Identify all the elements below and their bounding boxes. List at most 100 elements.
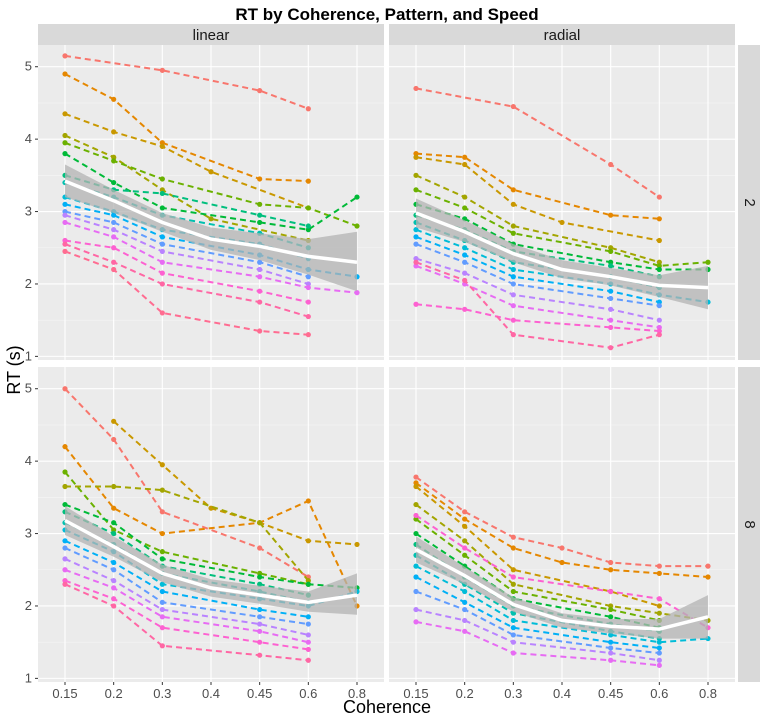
data-point [413,501,419,508]
panel-linear-2: 1 2 3 4 5 [25,45,384,363]
data-point [656,610,662,616]
series-line [65,485,310,582]
data-point [159,259,165,265]
data-point [413,256,419,262]
data-point [510,632,516,638]
data-point [462,509,468,515]
data-point [510,223,516,229]
smooth-line [415,547,709,631]
data-point [608,588,614,595]
data-point [413,474,419,480]
x-tick-label: 0.2 [456,686,474,701]
y-tick-label: 1 [25,348,32,363]
chart-title: RT by Coherence, Pattern, and Speed [235,5,538,24]
data-point [656,299,662,305]
data-point [656,570,662,576]
data-point [159,140,165,146]
y-axis-title: RT (s) [4,345,24,394]
x-tick-label: 0.4 [202,686,220,701]
data-point [413,588,419,595]
data-point [608,639,614,645]
data-point [305,621,311,627]
data-point [656,650,662,656]
data-point [257,621,263,627]
data-point [462,270,468,276]
data-point [111,505,117,511]
y-tick-label: 3 [25,526,32,541]
data-point [111,559,117,566]
strip-col-label: linear [193,27,230,44]
data-point [510,639,516,645]
data-point [413,530,419,537]
data-point [608,288,614,294]
data-point [510,545,516,551]
data-point [413,234,419,240]
data-point [510,230,516,236]
data-point [608,248,614,254]
data-point [413,301,419,307]
data-point [559,545,565,551]
data-point [62,501,68,508]
data-point [111,520,117,526]
data-point [111,219,117,226]
x-tick-label: 0.45 [598,686,623,701]
data-point [656,596,662,602]
data-point [111,227,117,233]
x-tick-label: 0.45 [247,686,272,701]
data-point [413,85,419,92]
data-point [62,53,68,59]
series-line [64,446,358,607]
data-point [257,266,263,273]
data-point [462,161,468,168]
data-point [608,614,614,620]
data-point [159,281,165,287]
data-point [111,129,117,135]
data-point [111,527,117,533]
data-point [510,534,516,540]
data-point [305,106,311,112]
data-point [510,574,516,580]
data-point [413,259,419,265]
x-tick-label: 0.4 [553,686,571,701]
data-point [111,234,117,240]
x-tick-label: 0.6 [650,686,668,701]
data-point [510,281,516,287]
data-point [462,245,468,251]
data-point [257,212,263,218]
data-point [159,310,165,316]
data-point [510,274,516,280]
y-tick-label: 4 [25,453,32,468]
data-point [305,205,311,211]
data-point [510,625,516,631]
x-axis-title: Coherence [343,697,431,717]
data-point [656,657,662,663]
data-point [305,313,311,320]
data-point [159,241,165,247]
strip-row-bg [738,367,760,682]
data-point [305,332,311,338]
data-point [257,520,263,526]
x-tick-label: 0.15 [403,686,428,701]
data-point [305,178,311,184]
data-point [510,581,516,587]
data-point [159,599,165,605]
data-point [62,201,68,207]
strip-row-label: 8 [741,520,758,528]
series-line [64,221,358,294]
data-point [705,259,711,265]
y-tick-label: 4 [25,131,32,146]
data-point [462,516,468,522]
data-point [462,606,468,613]
data-point [608,345,614,351]
x-tick-label: 0.3 [153,686,171,701]
data-point [257,176,263,182]
data-point [159,205,165,211]
data-point [305,538,311,544]
data-point [159,176,165,182]
data-point [62,219,68,226]
data-point [608,650,614,656]
data-point [62,248,68,254]
data-point [413,480,419,486]
data-point [62,469,68,475]
data-point [608,306,614,312]
